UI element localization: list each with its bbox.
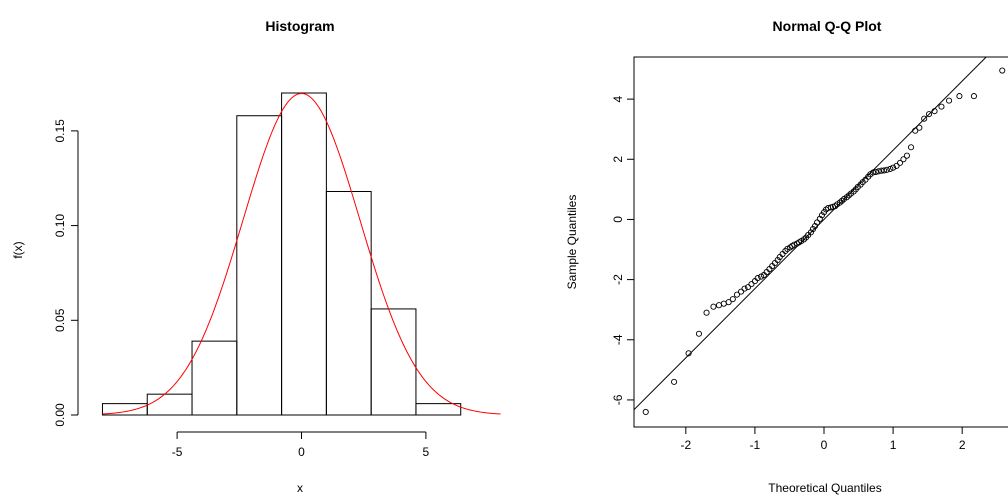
qq-x-tick-label: 0 <box>821 438 828 452</box>
qq-point <box>893 162 900 169</box>
qq-y-tick-label: 0 <box>611 216 625 223</box>
qq-point <box>970 93 977 100</box>
qq-y-axis: -6 -4 -2 0 2 4 <box>611 95 634 405</box>
qq-plot-box <box>633 56 1008 428</box>
qq-point <box>890 164 897 171</box>
qq-point <box>791 241 798 248</box>
histogram-y-tick-label: 0.00 <box>53 403 67 427</box>
qq-y-tick-label: 2 <box>611 156 625 163</box>
qq-point <box>807 229 814 236</box>
qq-point <box>733 291 740 298</box>
qq-x-tick-label: 2 <box>959 438 966 452</box>
qq-point <box>956 93 963 100</box>
qq-point <box>999 67 1006 74</box>
qq-x-tick-label: -2 <box>680 438 691 452</box>
qq-point <box>916 124 923 131</box>
histogram-panel: Histogram -5 0 5 0.00 0.05 0.10 0.15 x f(x) <box>11 18 501 495</box>
histogram-y-label: f(x) <box>11 241 25 258</box>
histogram-bar <box>236 115 283 416</box>
qq-point <box>809 226 816 233</box>
qq-point <box>881 167 888 174</box>
qq-point <box>908 144 915 151</box>
histogram-y-tick-label: 0.10 <box>53 214 67 238</box>
histogram-x-axis: -5 0 5 <box>172 431 430 459</box>
histogram-x-tick-label: 0 <box>298 445 305 459</box>
qq-plot-area <box>634 57 1006 416</box>
qq-plot-title: Normal Q-Q Plot <box>773 18 882 34</box>
histogram-x-tick-label: -5 <box>172 445 183 459</box>
histogram-y-axis: 0.00 0.05 0.10 0.15 <box>53 119 79 427</box>
histogram-bar <box>370 308 417 416</box>
qq-point <box>818 212 825 219</box>
qq-point <box>883 166 890 173</box>
qq-y-tick-label: -2 <box>611 274 625 285</box>
qq-points <box>642 67 1006 416</box>
qq-point <box>642 408 649 416</box>
histogram-bars <box>101 92 462 416</box>
qq-point <box>710 303 717 310</box>
qq-point <box>738 288 745 295</box>
histogram-y-tick-label: 0.05 <box>53 308 67 332</box>
qq-y-label: Sample Quantiles <box>565 195 579 290</box>
qq-point <box>754 275 761 282</box>
qq-point <box>782 247 789 255</box>
qq-point <box>938 103 945 110</box>
qq-point <box>921 115 928 122</box>
qq-point <box>725 299 732 306</box>
qq-x-tick-label: 1 <box>890 438 897 452</box>
qq-point <box>870 169 877 176</box>
qq-point <box>903 152 910 159</box>
qq-point <box>887 165 894 172</box>
histogram-x-tick-label: 5 <box>423 445 430 459</box>
qq-point <box>703 309 710 316</box>
histogram-bar <box>325 190 372 416</box>
qq-point <box>875 168 882 175</box>
qq-point <box>774 256 781 264</box>
qq-point <box>896 159 904 166</box>
qq-x-axis: -2 -1 0 1 2 <box>680 427 966 452</box>
qq-y-tick-label: -4 <box>611 334 625 345</box>
qq-point <box>741 285 748 292</box>
qq-point <box>744 284 752 291</box>
qq-point <box>671 378 678 385</box>
qq-point <box>729 296 736 303</box>
histogram-bar <box>191 340 238 416</box>
qq-x-tick-label: -1 <box>750 438 761 452</box>
qq-y-tick-label: -6 <box>611 394 625 405</box>
qq-x-label: Theoretical Quantiles <box>768 481 881 495</box>
histogram-bar <box>281 92 327 416</box>
qq-point <box>685 350 692 357</box>
density-curve <box>102 92 501 415</box>
qq-plot-panel: Normal Q-Q Plot -2 -1 0 1 2 -6 -4 -2 0 2 4 Theore… <box>565 18 1008 495</box>
qq-point <box>946 97 953 104</box>
qq-point <box>850 188 857 195</box>
qq-point <box>872 168 879 175</box>
histogram-y-tick-label: 0.15 <box>53 119 67 143</box>
qq-reference-line <box>634 57 987 411</box>
qq-y-tick-label: 4 <box>611 95 625 102</box>
histogram-bar <box>146 393 193 416</box>
qq-point <box>695 330 702 337</box>
histogram-x-label: x <box>297 481 303 495</box>
qq-point <box>912 127 919 134</box>
qq-point <box>748 281 755 288</box>
qq-point <box>900 156 907 163</box>
qq-point <box>878 167 885 174</box>
qq-point <box>925 111 933 118</box>
histogram-bar <box>415 403 462 416</box>
histogram-title: Histogram <box>265 18 334 34</box>
qq-point <box>931 108 938 115</box>
